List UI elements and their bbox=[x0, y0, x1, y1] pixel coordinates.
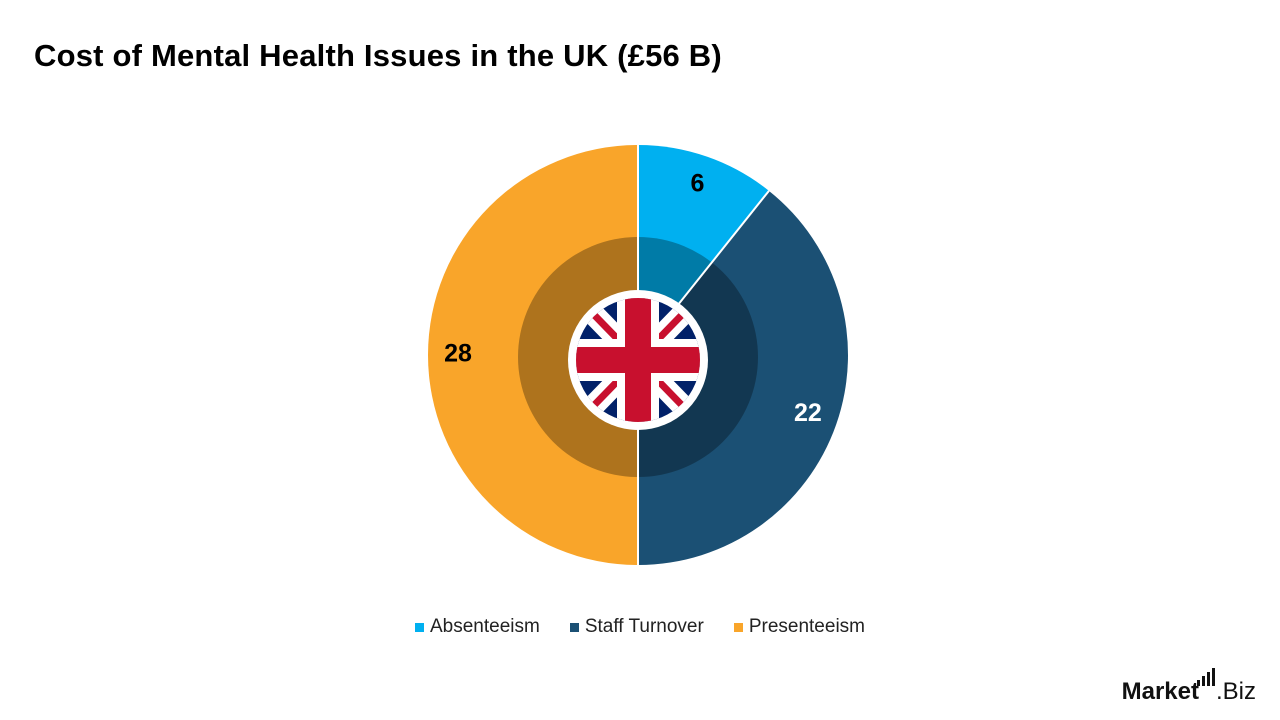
pie-slice-staff-turnover bbox=[638, 190, 848, 566]
legend-item-presenteeism: Presenteeism bbox=[733, 616, 865, 638]
legend-swatch bbox=[569, 622, 579, 632]
uk-flag-icon bbox=[568, 290, 708, 430]
bar-chart-icon bbox=[1196, 668, 1215, 686]
pie-slice-presenteeism bbox=[428, 145, 638, 565]
chart-legend: Absenteeism Staff Turnover Presenteeism bbox=[0, 616, 1280, 638]
legend-item-absenteeism: Absenteeism bbox=[414, 616, 540, 638]
legend-swatch bbox=[414, 622, 424, 632]
data-label-presenteeism: 28 bbox=[444, 340, 472, 368]
data-label-absenteeism: 6 bbox=[690, 170, 704, 198]
legend-label: Staff Turnover bbox=[584, 616, 704, 637]
brand-logo: Market .Biz bbox=[1122, 668, 1256, 706]
legend-label: Presenteeism bbox=[748, 616, 865, 637]
data-label-staff-turnover: 22 bbox=[794, 399, 822, 427]
brand-name-rest: .Biz bbox=[1215, 678, 1256, 705]
pie-slices bbox=[428, 145, 848, 566]
brand-name-strong: Market bbox=[1121, 678, 1199, 705]
legend-swatch bbox=[733, 622, 743, 632]
data-labels: 6 22 28 bbox=[444, 170, 822, 427]
legend-label: Absenteeism bbox=[429, 616, 540, 637]
legend-item-staff-turnover: Staff Turnover bbox=[569, 616, 704, 638]
chart-title: Cost of Mental Health Issues in the UK (… bbox=[34, 38, 722, 73]
